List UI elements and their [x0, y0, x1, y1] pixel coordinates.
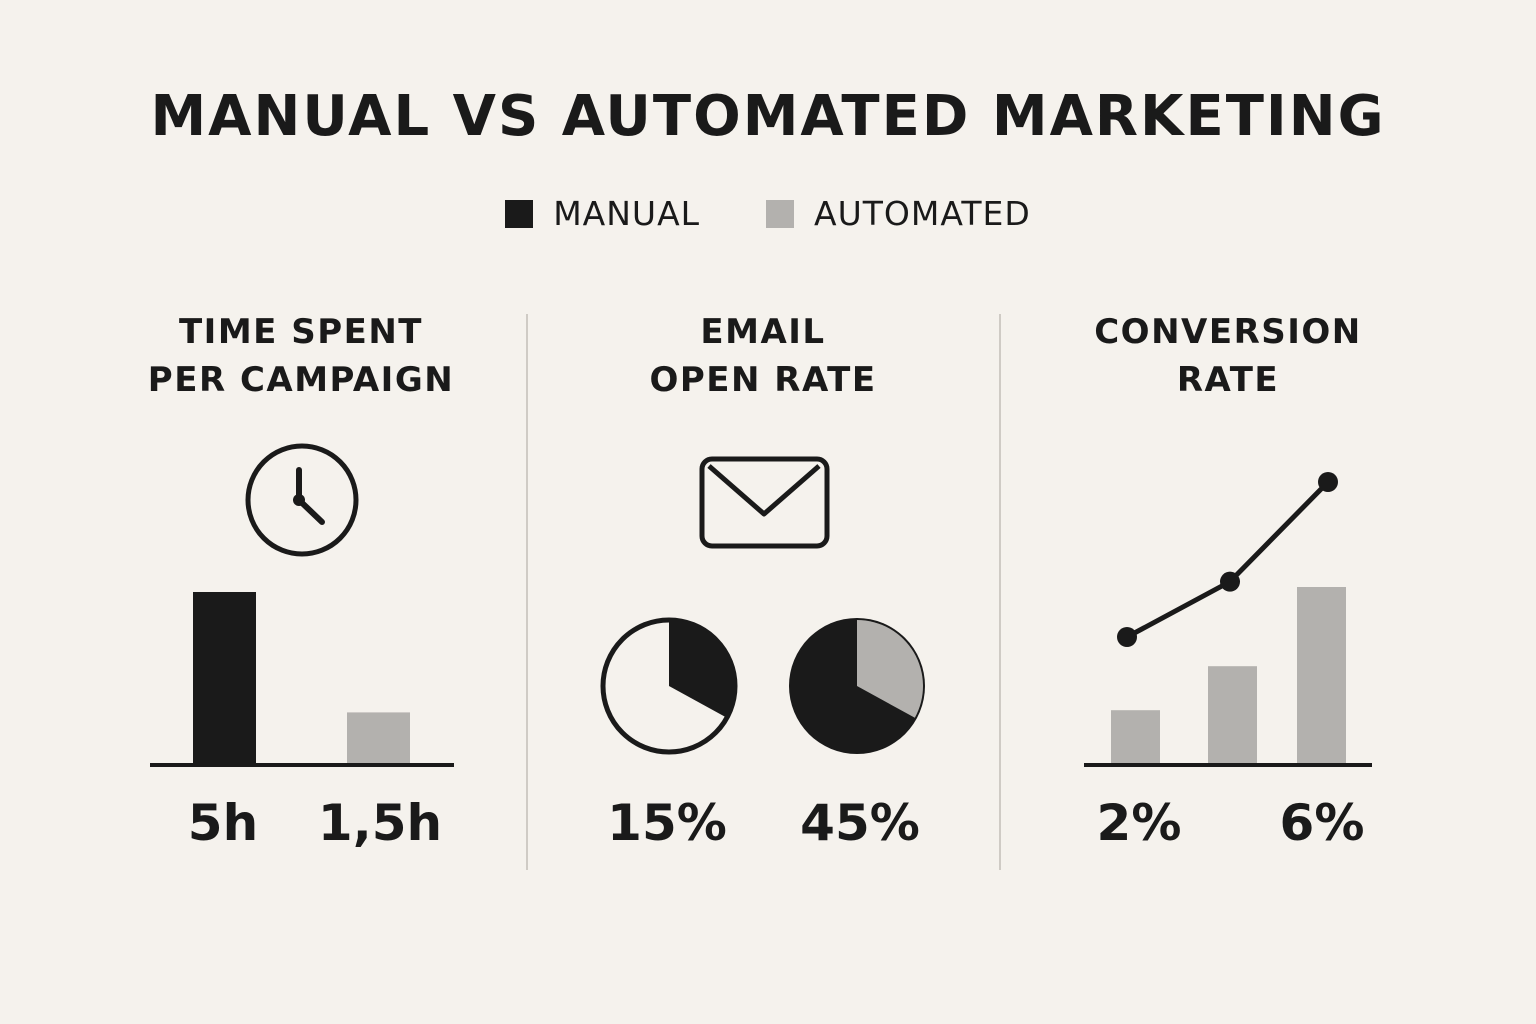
legend-item-automated: AUTOMATED: [766, 194, 1031, 233]
email-label-automated: 45%: [800, 794, 920, 852]
pie-slice-automated: [857, 620, 923, 718]
time-label-manual: 5h: [187, 794, 259, 852]
legend-label-manual: MANUAL: [553, 194, 701, 233]
conversion-label-automated: 6%: [1279, 794, 1365, 852]
email-pie-charts: [600, 617, 925, 755]
envelope-icon: [699, 456, 830, 549]
chart-title: MANUAL VS AUTOMATED MARKETING: [150, 84, 1386, 149]
clock-icon: [245, 443, 359, 557]
trend-point: [1117, 627, 1137, 647]
trend-point: [1318, 472, 1338, 492]
panel-divider: [999, 314, 1001, 870]
legend-item-manual: MANUAL: [505, 194, 700, 233]
conversion-chart: [1084, 472, 1372, 767]
panel-title-conversion: CONVERSION RATE: [1094, 312, 1362, 400]
conversion-bar: [1111, 710, 1160, 763]
trend-point: [1220, 571, 1240, 592]
legend-label-automated: AUTOMATED: [814, 194, 1031, 233]
bar-automated: [347, 712, 410, 764]
legend: MANUAL AUTOMATED: [0, 194, 1536, 233]
legend-swatch-manual: [505, 199, 534, 228]
panel-title-email: EMAIL OPEN RATE: [649, 312, 877, 400]
pie-slice-manual: [669, 620, 735, 718]
time-bar-chart: [150, 592, 454, 767]
conversion-label-manual: 2%: [1096, 794, 1182, 852]
email-label-manual: 15%: [607, 794, 727, 852]
time-label-automated: 1,5h: [317, 794, 443, 852]
panel-title-time: TIME SPENT PER CAMPAIGN: [147, 312, 455, 400]
conversion-bar: [1208, 666, 1257, 763]
bar-manual: [193, 592, 256, 764]
legend-swatch-automated: [766, 199, 795, 228]
conversion-bar: [1297, 587, 1346, 763]
panel-divider: [526, 314, 528, 870]
